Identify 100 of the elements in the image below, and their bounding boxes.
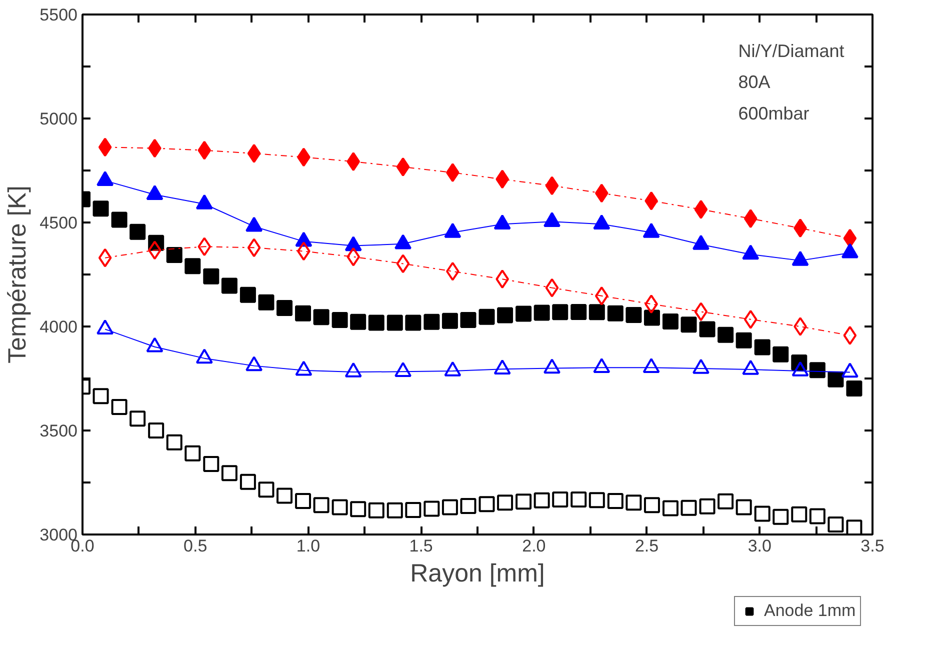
point — [166, 434, 182, 450]
point — [221, 278, 238, 294]
x-tick-label: 3.0 — [748, 536, 772, 556]
point — [98, 138, 112, 157]
point — [626, 307, 642, 324]
point — [332, 312, 348, 328]
point — [718, 326, 734, 343]
point — [98, 248, 112, 268]
point — [130, 224, 146, 240]
point — [240, 474, 256, 490]
point — [846, 520, 862, 534]
point — [644, 497, 660, 514]
point — [772, 508, 789, 525]
point — [594, 184, 608, 203]
y-tick-label: 4000 — [40, 318, 78, 336]
point — [368, 502, 384, 518]
point — [534, 304, 550, 321]
point — [828, 371, 844, 388]
point — [396, 254, 410, 274]
point — [791, 506, 808, 522]
point — [295, 493, 312, 510]
point — [662, 500, 678, 516]
point — [386, 314, 403, 331]
x-tick-label: 0.5 — [184, 536, 208, 556]
y-axis-title: Température [K] — [4, 186, 32, 364]
x-tick-label: 1.0 — [296, 536, 320, 556]
point — [350, 314, 366, 330]
annotation: 80A — [738, 72, 770, 92]
point — [396, 157, 410, 176]
x-axis-title: Rayon [mm] — [410, 560, 545, 588]
point — [460, 498, 476, 514]
annotation: 600mbar — [738, 103, 810, 124]
point — [607, 305, 624, 322]
annotation: Ni/Y/Diamant — [738, 40, 844, 61]
point — [111, 212, 128, 228]
point — [736, 332, 752, 348]
point — [442, 312, 458, 329]
point — [184, 258, 201, 274]
point — [130, 410, 146, 427]
point — [736, 499, 752, 516]
point — [203, 268, 220, 284]
point — [497, 307, 514, 324]
point — [166, 246, 182, 263]
y-tick-label: 3500 — [40, 422, 78, 440]
point — [570, 492, 587, 508]
point — [350, 501, 366, 518]
legend-label: Anode 1mm — [764, 601, 856, 621]
point — [516, 306, 532, 322]
point — [247, 144, 261, 163]
point — [198, 237, 212, 256]
y-tick-label: 4500 — [40, 214, 78, 232]
point — [184, 445, 201, 462]
point — [570, 304, 587, 320]
point — [240, 286, 256, 303]
point — [313, 497, 330, 514]
x-tick-label: 2.5 — [634, 536, 659, 556]
point — [772, 346, 789, 362]
point — [744, 209, 758, 228]
point — [198, 140, 212, 160]
point — [148, 422, 164, 438]
point — [221, 465, 238, 482]
point — [809, 508, 826, 524]
x-tick-label: 2.0 — [522, 536, 546, 556]
point — [424, 500, 440, 517]
point — [92, 388, 109, 404]
point — [680, 500, 697, 516]
point — [843, 326, 857, 345]
point — [694, 302, 708, 322]
point — [809, 362, 826, 378]
point — [552, 304, 568, 320]
point — [295, 305, 312, 322]
point — [754, 506, 770, 522]
point — [92, 200, 109, 217]
point — [846, 380, 862, 396]
point — [346, 152, 360, 172]
point — [497, 494, 514, 511]
point — [424, 314, 440, 330]
point — [680, 316, 697, 333]
point — [699, 321, 716, 338]
point — [516, 494, 532, 510]
point — [718, 493, 734, 510]
point — [346, 247, 360, 266]
y-tick-label: 5500 — [40, 6, 78, 24]
point — [247, 238, 261, 258]
x-tick-label: 3.5 — [860, 536, 884, 556]
point — [794, 317, 807, 336]
point — [662, 314, 678, 330]
point — [552, 492, 568, 508]
point — [644, 310, 660, 326]
point — [111, 398, 128, 415]
point — [442, 499, 458, 516]
point — [460, 312, 476, 328]
point — [744, 310, 758, 329]
point — [588, 492, 605, 508]
point — [754, 339, 770, 356]
point — [534, 492, 550, 508]
point — [405, 502, 422, 518]
point — [626, 494, 642, 511]
point — [386, 502, 403, 518]
point — [694, 200, 708, 219]
